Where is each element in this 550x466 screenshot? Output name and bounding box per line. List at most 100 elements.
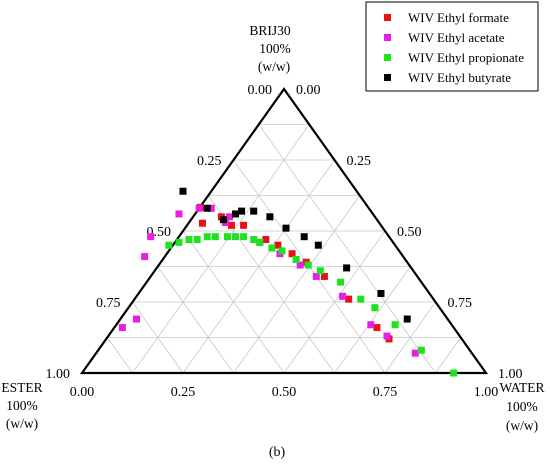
data-point-series-1 xyxy=(274,241,282,249)
data-point-series-3 xyxy=(203,233,211,241)
data-point-series-1 xyxy=(345,295,353,303)
grid-lines xyxy=(106,124,462,374)
data-point-series-3 xyxy=(223,233,231,241)
vertex-left-line1: ESTER xyxy=(1,380,42,395)
data-point-series-3 xyxy=(211,233,219,241)
tick-bottom: 0.75 xyxy=(373,385,398,400)
data-point-series-4 xyxy=(179,187,187,195)
data-point-series-2 xyxy=(147,233,155,241)
data-point-series-3 xyxy=(240,233,248,241)
vertex-labels: BRIJ30 100% (w/w) ESTER 100% (w/w) WATER… xyxy=(1,23,544,433)
tick-right: 0.75 xyxy=(448,296,473,311)
legend-label: WIV Ethyl formate xyxy=(408,10,509,25)
data-point-series-4 xyxy=(377,289,385,297)
vertex-top-line1: BRIJ30 xyxy=(249,23,291,38)
data-point-series-4 xyxy=(282,224,290,232)
data-point-series-3 xyxy=(292,255,300,263)
tick-labels: 0.00 0.25 0.50 0.75 1.00 0.00 0.25 0.50 0.75 1.00… xyxy=(46,83,523,400)
data-point-series-2 xyxy=(296,261,304,269)
vertex-right-line2: 100% xyxy=(506,399,538,414)
data-point-series-3 xyxy=(337,278,345,286)
data-point-series-3 xyxy=(232,233,240,241)
data-point-series-2 xyxy=(118,324,126,332)
data-point-series-3 xyxy=(304,261,312,269)
data-point-series-1 xyxy=(227,221,235,229)
grid-line-ester xyxy=(106,337,133,374)
tick-right: 0.00 xyxy=(296,83,321,98)
data-point-series-3 xyxy=(417,346,425,354)
panel-label: (b) xyxy=(269,445,286,460)
ternary-frame xyxy=(79,87,489,375)
data-point-series-2 xyxy=(141,253,149,261)
vertex-right-line3: (w/w) xyxy=(506,418,538,433)
data-point-series-3 xyxy=(268,244,276,252)
data-point-series-4 xyxy=(250,207,258,215)
data-point-series-3 xyxy=(278,247,286,255)
data-point-series-4 xyxy=(343,264,351,272)
data-point-series-2 xyxy=(195,204,203,212)
legend-label: WIV Ethyl propionate xyxy=(408,50,524,65)
data-point-series-4 xyxy=(314,241,322,249)
legend-marker xyxy=(384,34,391,41)
grid-line-ester xyxy=(132,301,184,374)
grid-line-water xyxy=(435,337,462,374)
vertex-left-line3: (w/w) xyxy=(6,416,38,431)
legend-marker xyxy=(384,14,391,21)
data-point-series-2 xyxy=(367,321,375,329)
data-point-series-3 xyxy=(450,369,458,377)
data-point-series-1 xyxy=(320,272,328,280)
data-point-series-3 xyxy=(256,238,264,246)
data-point-series-1 xyxy=(262,236,270,244)
data-point-series-1 xyxy=(288,250,296,258)
data-point-series-1 xyxy=(373,324,381,332)
grid-line-ester xyxy=(182,230,285,374)
tick-right: 0.25 xyxy=(347,154,372,169)
data-point-series-3 xyxy=(316,267,324,275)
data-point-series-4 xyxy=(203,204,211,212)
data-point-series-3 xyxy=(371,304,379,312)
data-point-series-4 xyxy=(232,210,240,218)
legend-label: WIV Ethyl butyrate xyxy=(408,70,511,85)
grid-line-ester xyxy=(258,124,436,374)
data-point-series-2 xyxy=(133,315,141,323)
tick-bottom: 0.25 xyxy=(171,385,196,400)
tick-left: 0.75 xyxy=(96,296,121,311)
vertex-top-line2: 100% xyxy=(259,41,291,56)
data-point-series-2 xyxy=(175,210,183,218)
data-point-series-4 xyxy=(300,233,308,241)
legend: WIV Ethyl formate WIV Ethyl acetate WIV Et… xyxy=(365,1,539,92)
data-point-series-3 xyxy=(185,236,193,244)
data-point-series-3 xyxy=(165,241,173,249)
data-point-series-3 xyxy=(250,236,258,244)
data-point-series-2 xyxy=(411,349,419,357)
data-points xyxy=(118,187,458,377)
tick-bottom: 1.00 xyxy=(474,385,499,400)
data-point-series-2 xyxy=(207,204,215,212)
legend-marker xyxy=(384,74,391,81)
vertex-right-line1: WATER xyxy=(500,380,545,395)
grid-line-water xyxy=(132,124,310,374)
data-point-series-4 xyxy=(238,207,246,215)
data-point-series-3 xyxy=(175,238,183,246)
legend-box xyxy=(365,1,539,92)
grid-line-water xyxy=(233,195,361,374)
tick-bottom: 0.50 xyxy=(272,385,297,400)
tick-left: 0.25 xyxy=(197,154,222,169)
data-point-series-3 xyxy=(391,321,399,329)
vertex-top-line3: (w/w) xyxy=(258,59,290,74)
data-point-series-4 xyxy=(266,213,274,221)
data-point-series-2 xyxy=(225,213,233,221)
data-point-series-1 xyxy=(240,221,248,229)
data-point-series-2 xyxy=(339,292,347,300)
tick-right: 1.00 xyxy=(498,367,523,382)
tick-right: 0.50 xyxy=(397,225,422,240)
grid-line-water xyxy=(283,230,386,374)
grid-line-water xyxy=(384,301,436,374)
grid-line-water xyxy=(334,266,411,374)
data-point-series-4 xyxy=(403,315,411,323)
vertex-left-line2: 100% xyxy=(6,398,38,413)
tick-left: 0.00 xyxy=(248,83,273,98)
grid-line-ester xyxy=(157,266,234,374)
data-point-series-1 xyxy=(198,219,206,227)
